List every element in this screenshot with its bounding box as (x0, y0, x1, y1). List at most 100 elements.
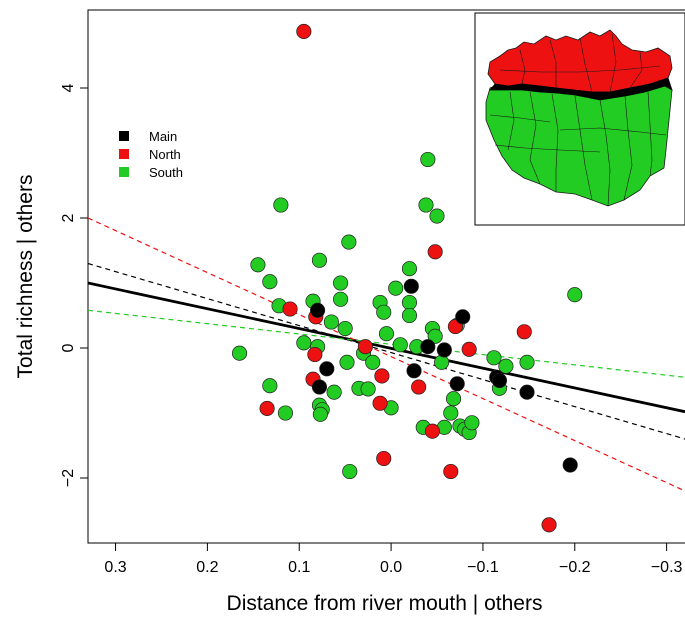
point-main (436, 342, 452, 358)
fit-line-south (88, 309, 685, 378)
point-south (341, 234, 357, 250)
point-south (401, 294, 418, 311)
point-south (376, 304, 392, 320)
point-north (296, 23, 312, 39)
point-south (519, 354, 535, 370)
point-main (420, 339, 436, 355)
point-south (333, 291, 349, 307)
point-north (376, 450, 392, 467)
point-north (541, 517, 557, 533)
inset-basin-border (489, 114, 551, 123)
point-south (262, 274, 278, 290)
y-tick-label: 0 (60, 343, 77, 352)
point-main (562, 457, 578, 473)
point-south (311, 252, 328, 268)
x-tick-label: 0.1 (288, 559, 310, 576)
plot-frame (87, 9, 685, 544)
point-south (567, 287, 583, 303)
point-south (498, 358, 514, 374)
point-north (461, 341, 477, 357)
point-south (434, 354, 450, 370)
inset-basin-border (609, 33, 617, 93)
regression-lines (88, 217, 685, 492)
x-axis-title: Distance from river mouth | others (227, 592, 543, 615)
inset-basin-border (599, 99, 611, 207)
point-main (449, 376, 465, 392)
point-north (374, 368, 390, 384)
point-main (406, 363, 422, 379)
point-north (259, 400, 275, 416)
point-main (311, 379, 328, 395)
point-south (277, 405, 294, 421)
inset-map (474, 12, 685, 226)
y-tick-label: 2 (60, 213, 77, 222)
x-tick-label: 0.2 (196, 559, 218, 576)
inset-basin-border (499, 65, 661, 73)
point-north (427, 244, 443, 260)
point-south (445, 391, 462, 407)
legend-label-main: Main (149, 129, 177, 144)
x-tick-label: 0.3 (104, 559, 126, 576)
point-south (273, 197, 289, 213)
axes: 0.3 0.2 0.1 0.0 −0.1 −0.2 −0.3 −2 0 2 4 Distance fr… (14, 83, 683, 615)
point-south (365, 354, 381, 370)
point-south (418, 197, 434, 213)
inset-basin-border (519, 49, 526, 85)
point-north (307, 346, 323, 363)
point-south (296, 335, 312, 351)
legend-label-south: South (149, 165, 183, 180)
inset-basin-border (574, 95, 593, 201)
x-tick-label: 0.0 (380, 559, 402, 576)
point-south (231, 345, 248, 361)
inset-basin-border (529, 91, 541, 185)
point-north (282, 301, 298, 317)
point-south (388, 280, 404, 296)
x-tick-label: −0.2 (559, 559, 591, 576)
point-south (337, 320, 353, 337)
inset-basin-border (647, 91, 653, 177)
point-main (455, 309, 471, 325)
point-south (326, 384, 342, 400)
inset-basin-border (507, 91, 515, 151)
point-south (342, 463, 358, 480)
inset-basin-border (494, 144, 601, 153)
point-south (486, 350, 502, 366)
fit-line-all (88, 281, 685, 414)
fit-line-north (88, 217, 685, 492)
point-south (392, 337, 408, 353)
point-south (464, 415, 480, 431)
point-north (372, 395, 388, 411)
legend-swatch-main (119, 131, 129, 141)
point-north (357, 339, 373, 355)
point-south (323, 314, 339, 330)
x-tick-label: −0.3 (651, 559, 683, 576)
fit-line-main (88, 262, 685, 440)
point-south (401, 307, 418, 324)
inset-main-channel (489, 77, 673, 101)
point-main (403, 278, 419, 294)
point-south (401, 261, 418, 277)
point-south (333, 275, 349, 291)
inset-basin-border (559, 127, 667, 136)
inset-basin-border (579, 37, 593, 93)
y-tick-label: 4 (60, 83, 77, 92)
inset-basin-border (629, 51, 643, 89)
y-axis-title: Total richness | others (14, 175, 37, 379)
legend-label-north: North (149, 147, 181, 162)
point-north (516, 324, 532, 340)
inset-basin-border (623, 95, 633, 201)
legend-swatch-south (119, 167, 129, 177)
point-south (443, 405, 459, 421)
y-tick-label: −2 (60, 469, 77, 487)
x-tick-label: −0.1 (467, 559, 499, 576)
inset-basin-border (549, 39, 557, 88)
legend: Main North South (119, 129, 183, 180)
point-south (339, 354, 355, 370)
point-north (411, 379, 427, 395)
point-south (360, 381, 376, 397)
plot-area (87, 9, 685, 544)
data-points (231, 23, 583, 533)
point-main (491, 372, 508, 389)
point-north (443, 463, 459, 480)
